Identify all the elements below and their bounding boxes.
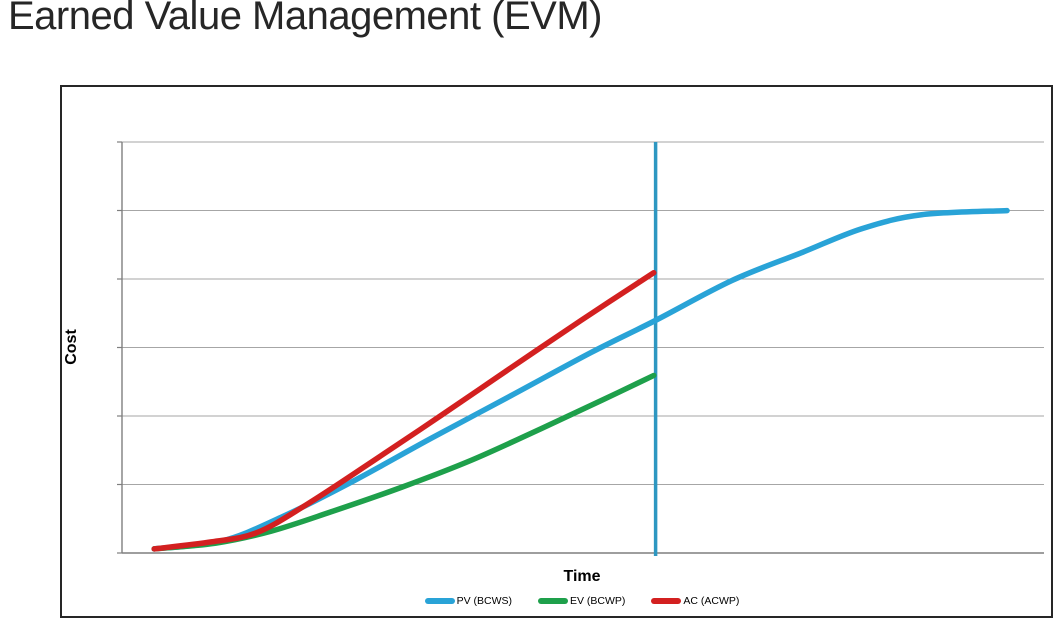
pv-curve [151, 207, 1010, 552]
legend-swatch [424, 598, 455, 604]
ev-curve [151, 372, 657, 552]
legend-swatch [538, 598, 568, 604]
y-axis-label: Cost [62, 329, 80, 365]
x-axis-label: Time [563, 568, 601, 585]
chart-legend: PV (BCWS) EV (BCWP) AC (ACWP) [122, 595, 1042, 607]
legend-label: AC (ACWP) [683, 595, 740, 607]
evm-chart: Cost Time PV (BCWS) EV (BCWP) AC (ACWP) [60, 85, 1053, 618]
ac-curve [151, 269, 657, 552]
legend-label: EV (BCWP) [570, 595, 626, 607]
page-title: Earned Value Management (EVM) [8, 0, 602, 38]
legend-label: PV (BCWS) [456, 595, 512, 607]
legend-item-ev: EV (BCWP) [538, 595, 625, 607]
chart-plot-area [117, 141, 1044, 556]
legend-swatch [651, 598, 682, 604]
legend-item-ac: AC (ACWP) [651, 595, 739, 607]
legend-item-pv: PV (BCWS) [424, 595, 512, 607]
